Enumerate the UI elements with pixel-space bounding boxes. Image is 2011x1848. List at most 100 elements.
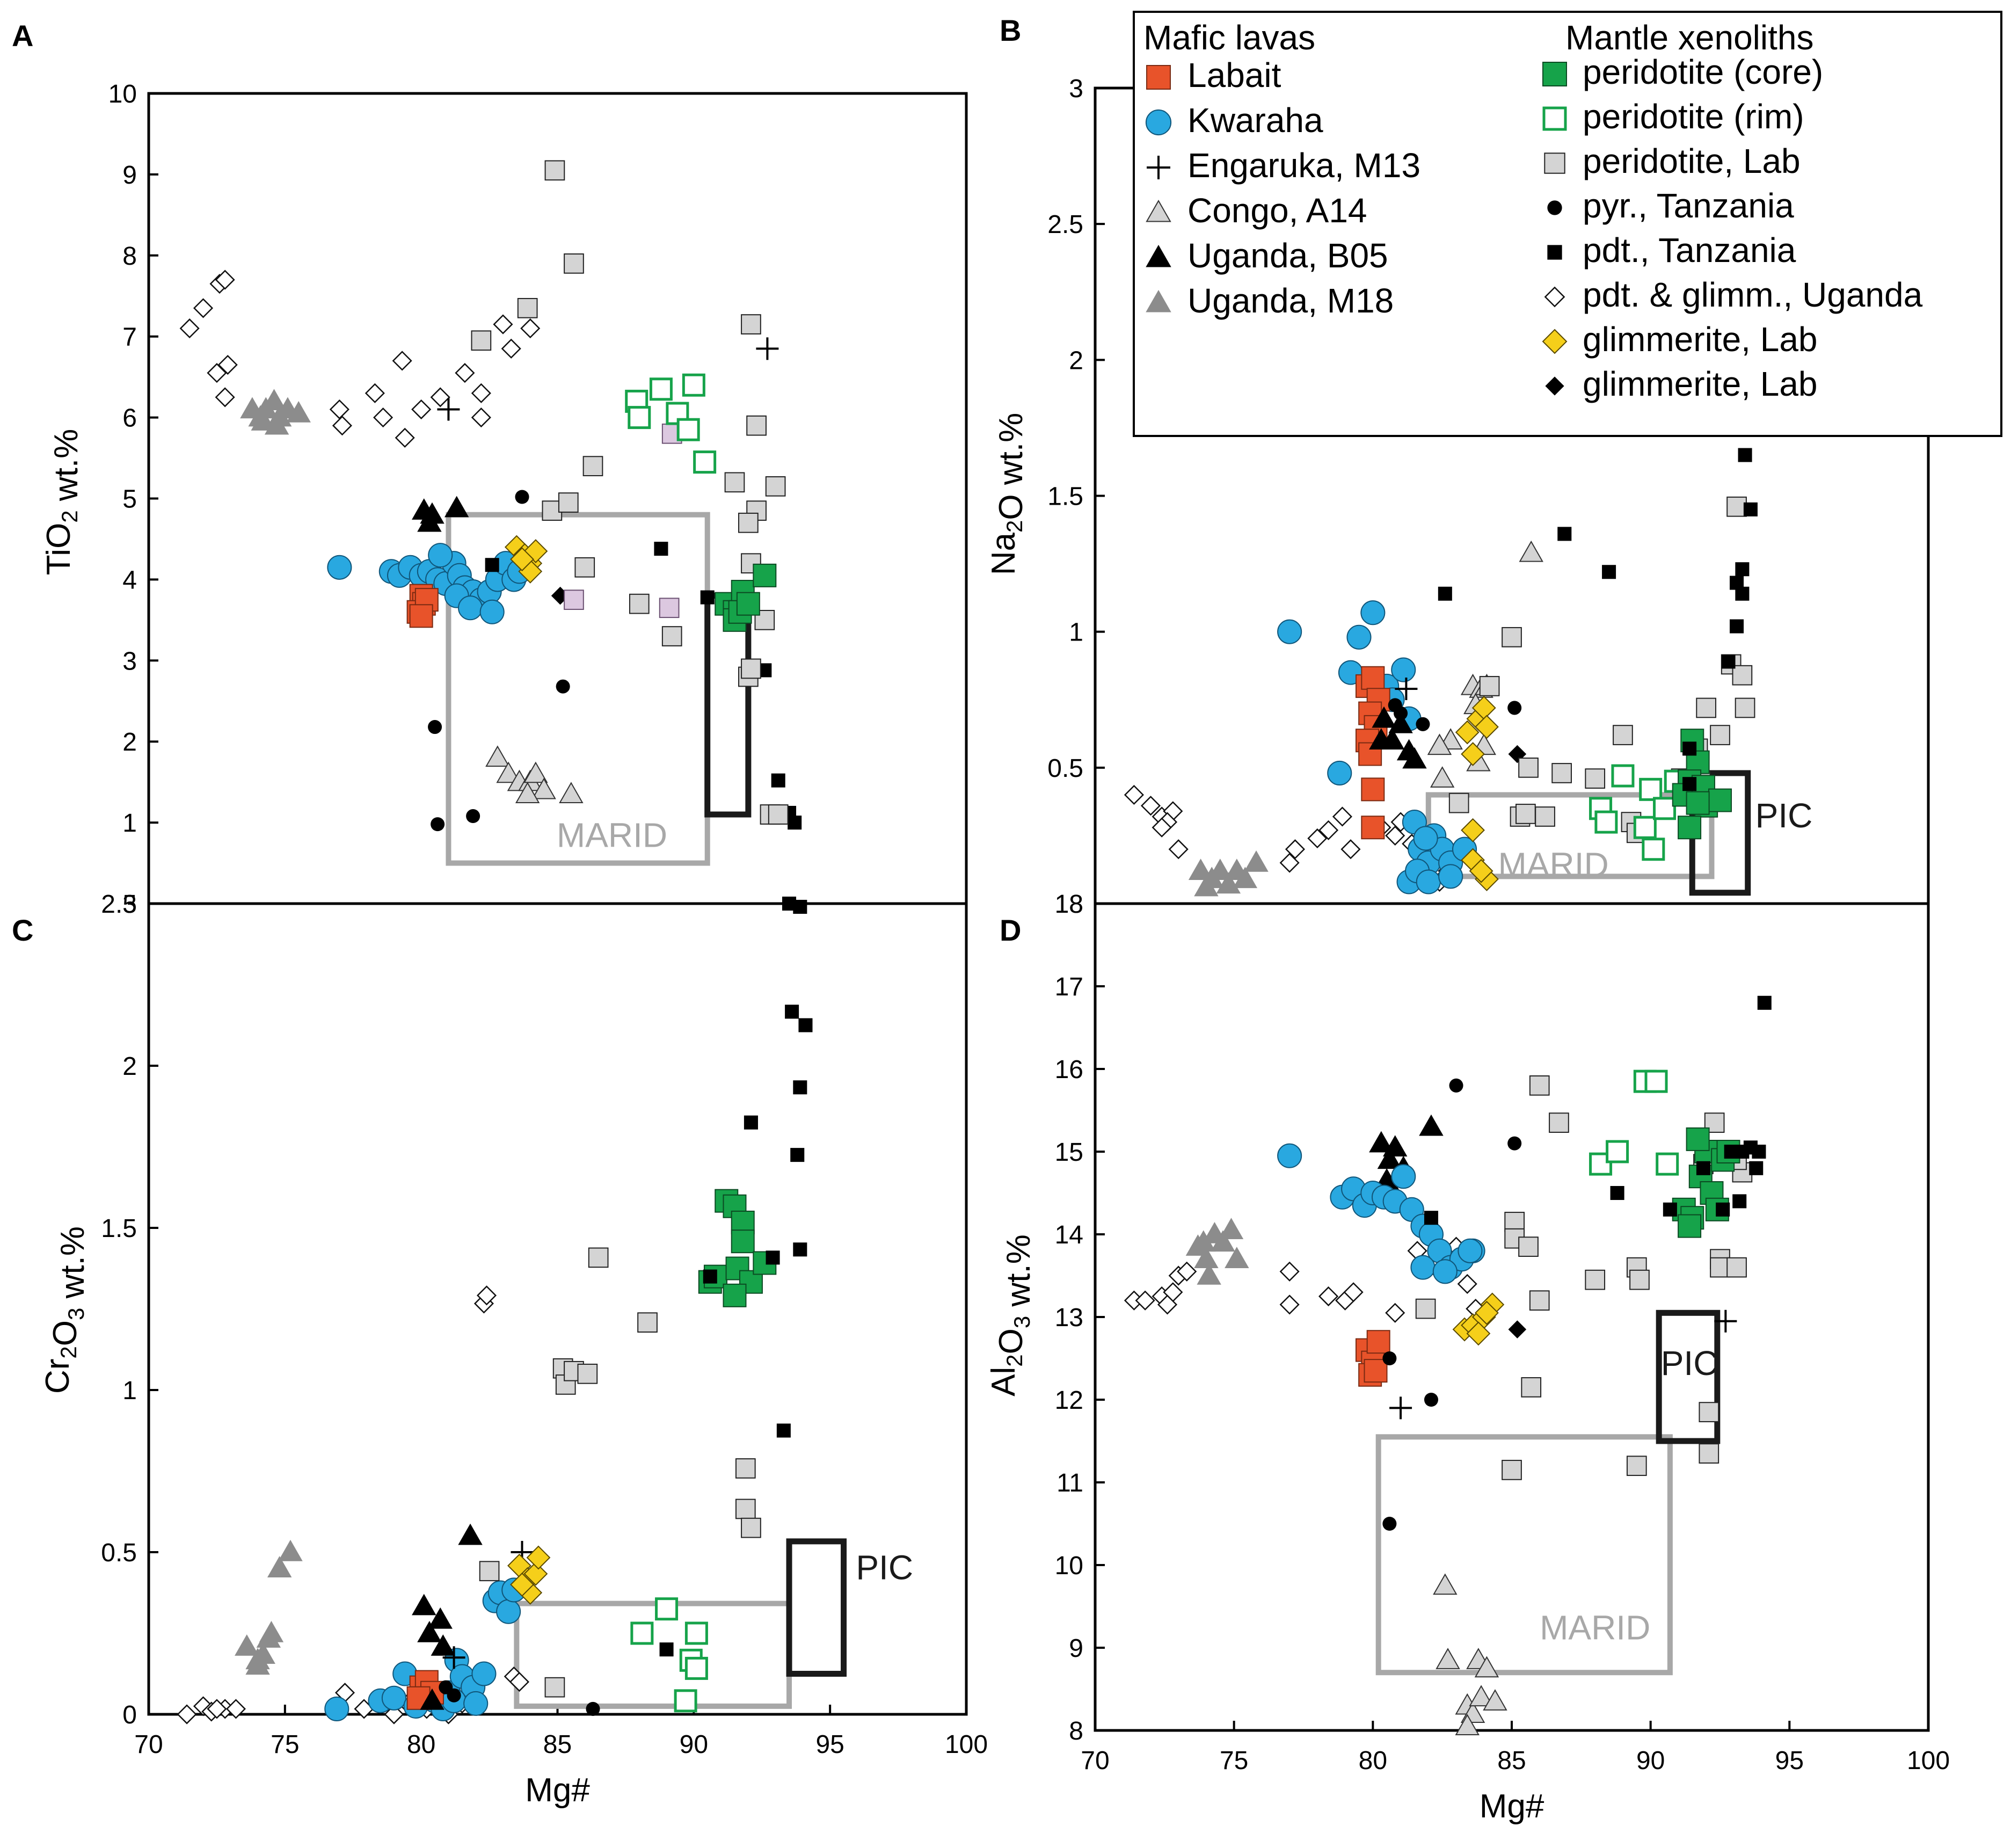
data-point: [1385, 825, 1405, 846]
panel-letter-C: C: [12, 913, 33, 947]
data-point: [1461, 818, 1485, 842]
data-point: [756, 337, 779, 360]
data-point: [723, 1283, 747, 1307]
data-point: [1364, 1359, 1388, 1383]
data-point: [485, 558, 499, 572]
data-point: [466, 809, 480, 824]
data-point: [1211, 1230, 1235, 1252]
data-point: [373, 408, 394, 428]
data-point: [1369, 1131, 1394, 1153]
series-uganda-m18: [1185, 1218, 1249, 1285]
series-peridotite-core-: [1672, 729, 1732, 840]
data-point: [1366, 1330, 1390, 1354]
data-point: [1277, 619, 1302, 644]
legend-marker: [1146, 65, 1171, 90]
data-point: [1714, 1309, 1737, 1333]
data-point: [1743, 502, 1758, 516]
data-point: [700, 590, 715, 605]
series-glimmerite-lab-yellow-: [1455, 696, 1499, 891]
y-tick-label: 1: [122, 1377, 137, 1405]
legend-frame: [1133, 11, 2002, 437]
data-point: [496, 1599, 521, 1624]
data-point: [1663, 1202, 1677, 1217]
data-point: [564, 253, 584, 274]
data-point: [738, 512, 759, 533]
series-peridotite-rim-: [630, 1597, 708, 1713]
data-point: [741, 1517, 761, 1538]
legend-item-label: Engaruka, M13: [1187, 146, 1420, 185]
data-point: [1415, 1298, 1436, 1319]
legend-mafic-title: Mafic lavas: [1143, 18, 1315, 57]
y-tick-label: 3: [122, 647, 137, 675]
data-point: [523, 1561, 548, 1586]
series-engaruka-m13: [437, 337, 779, 587]
data-point: [1410, 1255, 1436, 1280]
series-kwaraha: [327, 543, 532, 624]
data-point: [471, 383, 491, 403]
legend-item-label: glimmerite, Lab: [1583, 365, 1818, 403]
data-point: [509, 1672, 529, 1692]
series-peridotite-lab: [479, 1247, 761, 1698]
legend-item-label: peridotite, Lab: [1583, 142, 1801, 180]
data-point: [654, 542, 668, 556]
series-labait: [1355, 1330, 1390, 1387]
data-point: [526, 1545, 551, 1570]
marid-field-label: MARID: [1540, 1609, 1650, 1647]
data-point: [1380, 728, 1405, 750]
data-point: [1461, 742, 1485, 766]
data-point: [510, 1572, 534, 1597]
data-point: [1377, 1147, 1402, 1169]
data-point: [1721, 654, 1736, 669]
x-tick-label: 70: [1081, 1747, 1109, 1775]
data-point: [768, 804, 789, 825]
y-tick-label: 14: [1055, 1221, 1083, 1249]
y-tick-label: 7: [122, 323, 137, 352]
pic-field-label: PIC: [1661, 1344, 1718, 1383]
data-point: [659, 1642, 674, 1657]
data-point: [682, 373, 705, 397]
data-point: [1483, 1689, 1507, 1711]
data-point: [430, 387, 450, 408]
data-point: [177, 1704, 197, 1725]
data-point: [286, 401, 311, 423]
data-point: [485, 745, 510, 767]
data-point: [329, 399, 349, 420]
data-point: [1279, 1261, 1300, 1282]
series-engaruka-m13: [442, 1541, 534, 1669]
x-tick-label: 80: [1359, 1747, 1387, 1775]
data-point: [1515, 804, 1536, 824]
series-pyr-tanzania: [428, 490, 570, 832]
data-point: [1438, 586, 1452, 601]
y-tick-label: 0.5: [101, 1539, 137, 1567]
x-tick-label: 70: [134, 1730, 163, 1759]
data-point: [582, 456, 603, 476]
data-point: [744, 1115, 758, 1130]
data-point: [588, 1247, 609, 1268]
series-pdt-glimm-uganda: [179, 270, 541, 448]
data-point: [531, 777, 556, 799]
data-point: [1361, 666, 1385, 690]
data-point: [428, 1607, 453, 1629]
plot-frame-D: [1094, 902, 1930, 1732]
data-point: [1448, 792, 1469, 813]
y-tick-label: 18: [1055, 890, 1083, 919]
y-axis-label: Na2O wt.%: [985, 413, 1030, 575]
x-tick-label: 85: [543, 1730, 572, 1759]
x-tick-label: 95: [1775, 1747, 1804, 1775]
data-point: [564, 590, 584, 610]
x-axis-label: Mg#: [525, 1772, 590, 1809]
series-engaruka-m13: [1389, 1309, 1737, 1420]
data-point: [420, 1688, 445, 1710]
series-congo-a14: [485, 745, 584, 804]
data-point: [217, 354, 238, 375]
data-point: [1346, 624, 1372, 650]
series-peridotite-lab: [1415, 1075, 1753, 1480]
data-point: [1372, 706, 1396, 728]
data-point: [1529, 1290, 1550, 1311]
data-point: [1642, 838, 1665, 861]
data-point: [1391, 1164, 1416, 1189]
data-point: [1277, 1143, 1302, 1168]
data-point: [1502, 1460, 1522, 1480]
data-point: [1152, 817, 1172, 838]
data-point: [1730, 619, 1744, 634]
